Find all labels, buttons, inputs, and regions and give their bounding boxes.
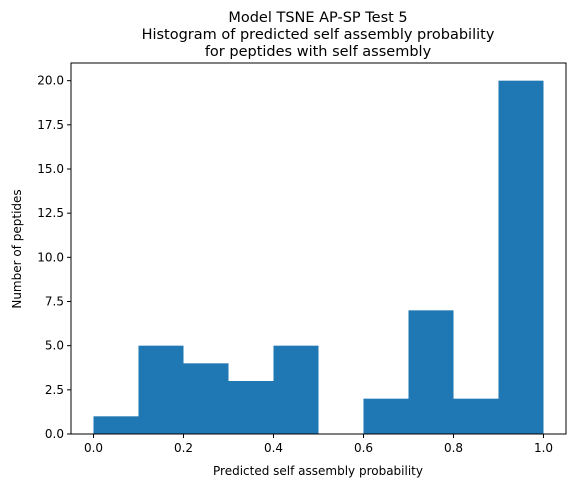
x-tick-label: 0.2 [174,441,193,455]
x-tick-label: 0.0 [84,441,103,455]
x-tick-label: 0.4 [264,441,283,455]
y-tick-label: 17.5 [37,118,64,132]
y-tick-label: 20.0 [37,74,64,88]
histogram-bar [453,398,499,434]
y-axis-ticks: 0.0 2.5 5.0 7.5 10.0 12.5 15.0 17.5 20.0 [37,74,71,441]
histogram-bar [363,398,409,434]
x-axis-ticks: 0.0 0.2 0.4 0.6 0.8 1.0 [84,434,553,455]
y-tick-label: 10.0 [37,250,64,264]
histogram-bar [93,416,139,434]
bars-group [93,80,544,435]
histogram-bar [498,80,544,435]
y-tick-label: 7.5 [45,295,64,309]
histogram-bar [273,345,319,434]
y-tick-label: 5.0 [45,339,64,353]
y-tick-label: 2.5 [45,383,64,397]
x-tick-label: 0.8 [444,441,463,455]
y-axis-label: Number of peptides [10,189,24,308]
plot-frame [70,62,567,435]
x-tick-label: 1.0 [534,441,553,455]
chart-title: Model TSNE AP-SP Test 5 Histogram of pre… [142,10,495,60]
histogram-bar [408,310,454,434]
histogram-bar [138,345,184,434]
histogram-bar [228,381,274,434]
y-tick-label: 0.0 [45,427,64,441]
y-tick-label: 15.0 [37,162,64,176]
title-line-3: for peptides with self assembly [205,44,432,60]
y-tick-label: 12.5 [37,206,64,220]
title-line-2: Histogram of predicted self assembly pro… [142,27,495,43]
histogram-bar [183,363,229,434]
title-line-1: Model TSNE AP-SP Test 5 [228,10,407,26]
x-axis-label: Predicted self assembly probability [213,464,423,478]
x-tick-label: 0.6 [354,441,373,455]
